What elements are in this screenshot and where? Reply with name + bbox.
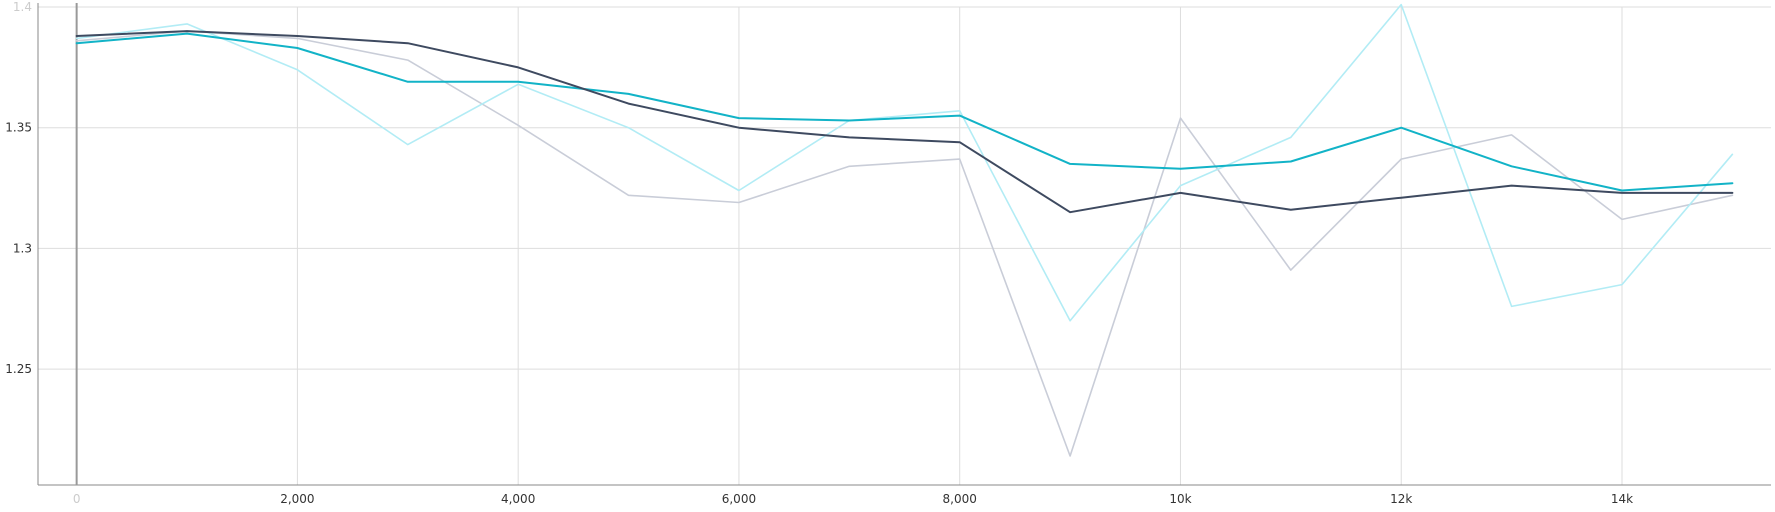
x-tick-label: 14k	[1611, 492, 1633, 506]
x-gridlines	[76, 7, 1623, 485]
x-tick-label: 2,000	[280, 492, 314, 506]
x-tick-label: 12k	[1390, 492, 1412, 506]
y-tick-label: 1.4	[13, 0, 32, 14]
y-gridlines	[38, 6, 1771, 370]
y-tick-label: 1.25	[5, 362, 32, 376]
series-line-4-smoothed	[75, 30, 1734, 214]
y-tick-label: 1.35	[5, 121, 32, 135]
series-line-1-raw	[75, 30, 1734, 457]
x-tick-label: 8,000	[943, 492, 977, 506]
series-lines	[75, 3, 1734, 457]
x-tick-label: 10k	[1169, 492, 1191, 506]
series-line-2-raw	[75, 3, 1734, 322]
series-line-3-smoothed	[75, 32, 1734, 192]
y-tick-label: 1.3	[13, 241, 32, 255]
axes	[37, 3, 1771, 486]
x-tick-labels: 0 2,000 4,000 6,000 8,000 10k 12k 14k	[73, 492, 1633, 506]
x-tick-label: 0	[73, 492, 81, 506]
x-tick-label: 6,000	[722, 492, 756, 506]
x-tick-label: 4,000	[501, 492, 535, 506]
y-tick-labels: 1.25 1.3 1.35 1.4	[5, 0, 32, 376]
